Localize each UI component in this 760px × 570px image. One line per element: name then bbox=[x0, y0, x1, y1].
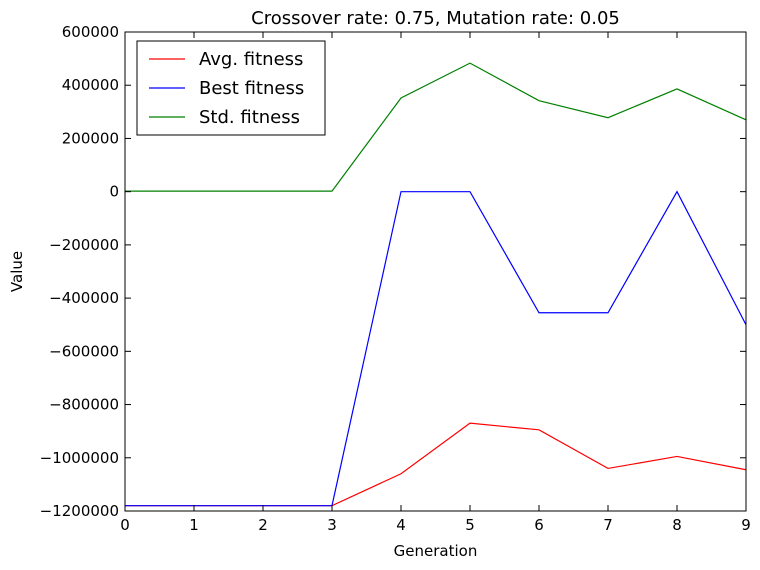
x-tick-label-3: 3 bbox=[327, 516, 337, 534]
series-line-1 bbox=[125, 190, 747, 507]
series-line-0 bbox=[125, 422, 747, 507]
x-tick-label-8: 8 bbox=[672, 516, 682, 534]
y-tick-label-6: 0 bbox=[109, 183, 119, 201]
legend: Avg. fitness Best fitness Std. fitness bbox=[136, 40, 326, 136]
x-tick-label-7: 7 bbox=[603, 516, 613, 534]
y-tick-label-8: 400000 bbox=[62, 76, 119, 94]
x-tick-label-0: 0 bbox=[120, 516, 130, 534]
x-tick-label-1: 1 bbox=[189, 516, 199, 534]
legend-label-1: Best fitness bbox=[199, 78, 304, 99]
x-axis-label: Generation bbox=[394, 542, 478, 560]
y-tick-label-7: 200000 bbox=[62, 129, 119, 147]
series-line-2 bbox=[125, 62, 747, 192]
x-tick-label-2: 2 bbox=[258, 516, 268, 534]
x-tick-label-4: 4 bbox=[396, 516, 406, 534]
y-tick-label-5: −200000 bbox=[49, 236, 119, 254]
x-tick-label-9: 9 bbox=[741, 516, 751, 534]
x-tick-label-5: 5 bbox=[465, 516, 475, 534]
plot-marks bbox=[125, 62, 747, 507]
x-tick-label-6: 6 bbox=[534, 516, 544, 534]
y-axis-label: Value bbox=[8, 251, 26, 292]
legend-label-2: Std. fitness bbox=[199, 107, 300, 128]
y-tick-label-3: −600000 bbox=[49, 342, 119, 360]
y-tick-label-4: −400000 bbox=[49, 289, 119, 307]
y-tick-label-2: −800000 bbox=[49, 396, 119, 414]
y-tick-label-9: 600000 bbox=[62, 23, 119, 41]
axis-ticks: 0 1 2 3 4 5 6 7 8 9 −1200000 −1000000 −800000 −600000… bbox=[40, 23, 751, 534]
plot-frame bbox=[124, 31, 747, 512]
chart-title: Crossover rate: 0.75, Mutation rate: 0.0… bbox=[251, 8, 620, 29]
y-tick-label-1: −1000000 bbox=[40, 449, 119, 467]
legend-label-0: Avg. fitness bbox=[199, 49, 303, 70]
y-tick-label-0: −1200000 bbox=[40, 502, 119, 520]
